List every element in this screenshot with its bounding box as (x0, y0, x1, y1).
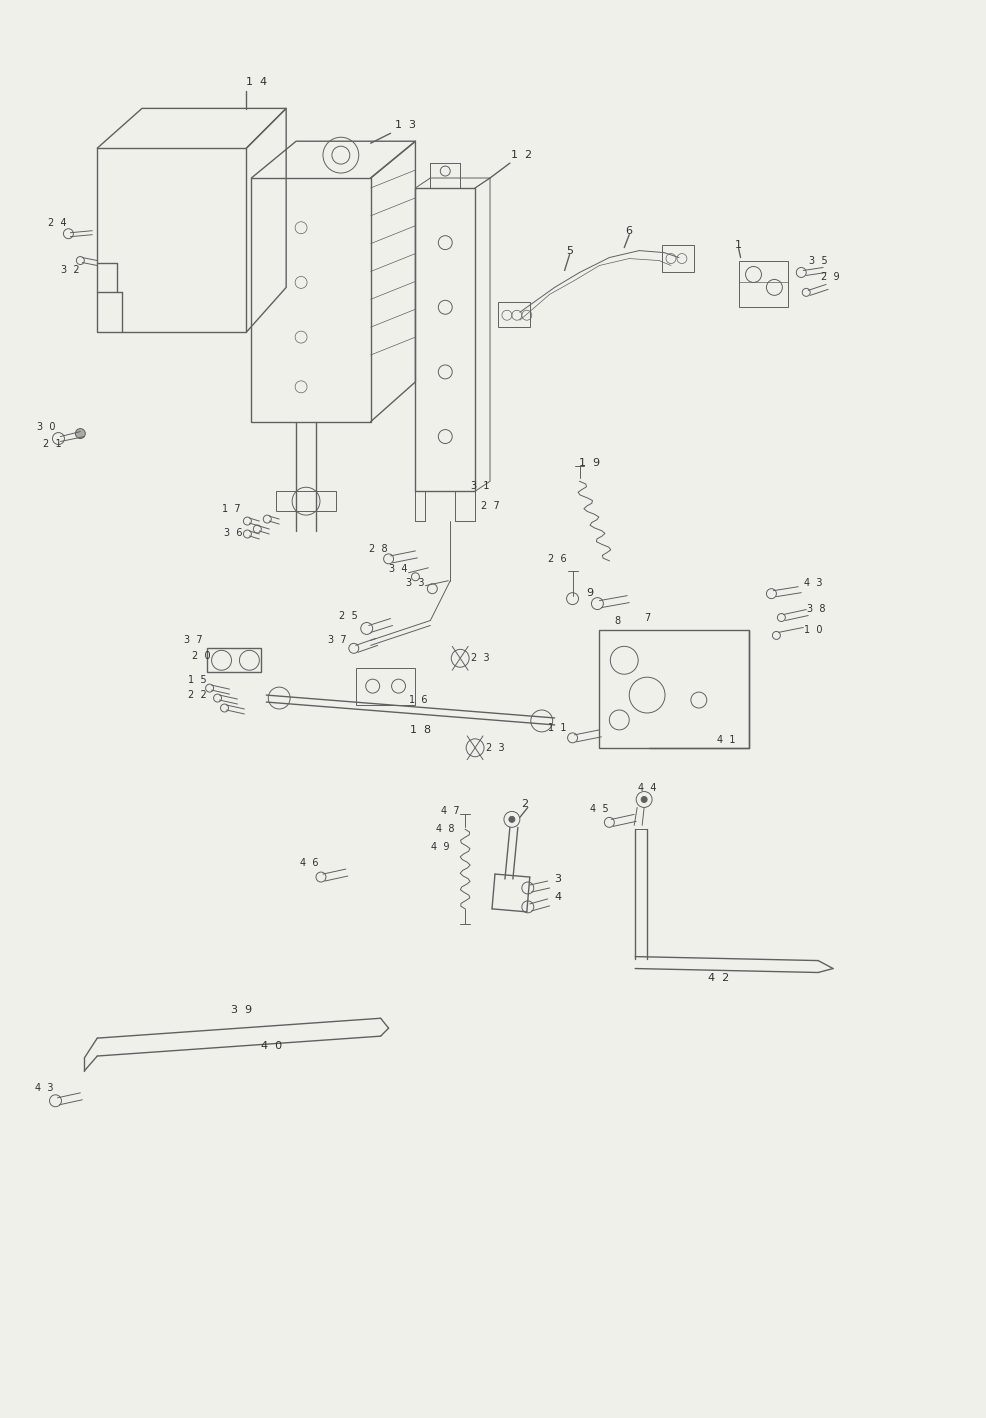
Text: 2  1: 2 1 (43, 440, 62, 450)
Circle shape (641, 797, 647, 803)
Text: 2  6: 2 6 (548, 554, 567, 564)
Text: 2  7: 2 7 (480, 501, 499, 510)
Text: 2  8: 2 8 (370, 545, 387, 554)
Text: 2  3: 2 3 (486, 743, 504, 753)
Text: 1  3: 1 3 (395, 121, 416, 130)
Text: 4  7: 4 7 (441, 807, 459, 817)
Text: 1  2: 1 2 (512, 150, 532, 160)
Text: 4  3: 4 3 (804, 577, 822, 587)
Text: 4  5: 4 5 (590, 804, 608, 814)
Text: 3  9: 3 9 (231, 1005, 252, 1015)
Text: 2: 2 (522, 800, 528, 810)
Text: 3  2: 3 2 (61, 265, 80, 275)
Text: 2  2: 2 2 (188, 691, 207, 700)
Text: 6: 6 (626, 225, 633, 235)
Text: 4  8: 4 8 (436, 824, 455, 834)
Text: 3  1: 3 1 (471, 481, 489, 491)
Text: 5: 5 (566, 245, 573, 255)
Text: 1  0: 1 0 (804, 625, 822, 635)
Text: 1  4: 1 4 (246, 77, 267, 86)
Text: 1  1: 1 1 (548, 723, 567, 733)
Text: 4  2: 4 2 (708, 974, 730, 984)
Text: 2  9: 2 9 (820, 272, 839, 282)
Text: 2  4: 2 4 (48, 218, 67, 228)
Text: 4  6: 4 6 (300, 858, 318, 868)
Text: 2  0: 2 0 (192, 651, 211, 661)
Text: 2  5: 2 5 (339, 611, 358, 621)
Text: 8: 8 (614, 615, 620, 625)
Text: 1  8: 1 8 (410, 725, 431, 735)
Text: 4  1: 4 1 (718, 735, 736, 744)
Text: 3  4: 3 4 (389, 564, 408, 574)
Text: 1  9: 1 9 (579, 458, 600, 468)
Text: 4: 4 (554, 892, 561, 902)
Text: 3  7: 3 7 (184, 635, 203, 645)
Text: 3  0: 3 0 (37, 421, 56, 431)
Text: 1: 1 (736, 240, 742, 250)
Circle shape (509, 817, 515, 822)
Text: 3  5: 3 5 (809, 255, 827, 265)
Text: 4  9: 4 9 (431, 842, 450, 852)
Text: 9: 9 (586, 587, 593, 597)
Text: 7: 7 (644, 613, 650, 623)
Text: 4  3: 4 3 (35, 1083, 54, 1093)
Text: 4  4: 4 4 (638, 783, 657, 793)
Text: 3  6: 3 6 (224, 527, 243, 537)
Text: 2  3: 2 3 (470, 654, 489, 664)
Circle shape (75, 428, 86, 438)
Text: 3  7: 3 7 (327, 635, 346, 645)
Text: 3  3: 3 3 (406, 577, 425, 587)
Text: 3: 3 (554, 873, 561, 883)
Text: 1  5: 1 5 (188, 675, 207, 685)
Text: 1  6: 1 6 (409, 695, 428, 705)
Text: 4  0: 4 0 (260, 1041, 282, 1051)
Text: 1  7: 1 7 (222, 505, 241, 515)
Text: 3  8: 3 8 (807, 604, 825, 614)
